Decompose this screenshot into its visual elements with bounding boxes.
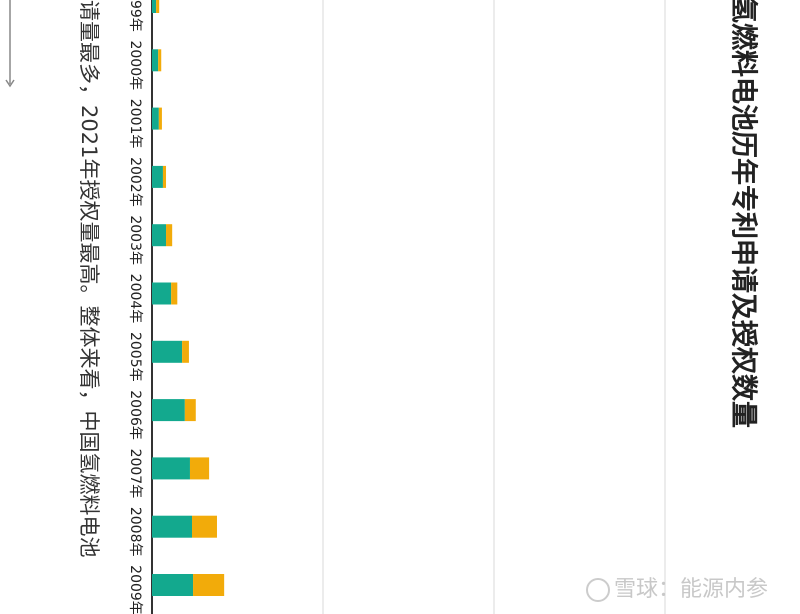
category-label: 2004年	[127, 274, 143, 324]
watermark-logo	[586, 578, 610, 602]
category-label: 2005年	[127, 332, 143, 382]
bar-segment	[152, 224, 167, 247]
category-label: 2009年	[127, 565, 143, 614]
bar-segment	[162, 165, 167, 188]
category-label: 2000年	[127, 40, 143, 90]
bar-segment	[152, 457, 190, 480]
category-label: 2007年	[127, 449, 143, 499]
bar-segment	[166, 224, 173, 247]
watermark-text: 雪球：能源内参	[614, 577, 768, 602]
chart-title: 氢燃料电池历年专利申请及授权数量	[728, 0, 760, 428]
bar-segment	[152, 165, 163, 188]
category-label: 1999年	[127, 0, 143, 32]
bar-segment	[152, 399, 185, 422]
category-label: 2006年	[127, 390, 143, 440]
bar-segment	[152, 515, 193, 538]
bar-segment	[193, 574, 225, 596]
scroll-arrow	[5, 79, 15, 88]
bar-segment	[189, 457, 210, 480]
bar-segment	[158, 107, 162, 130]
bar-segment	[184, 399, 196, 422]
bar-segment	[152, 49, 159, 72]
bar-segment	[171, 282, 178, 305]
bar-segment	[192, 515, 217, 538]
watermark: 雪球：能源内参	[586, 577, 768, 602]
category-label: 2008年	[127, 507, 143, 557]
bar-segment	[156, 0, 160, 13]
bar-segment	[152, 574, 194, 596]
category-label: 2001年	[127, 99, 143, 149]
bar-segment	[152, 107, 159, 130]
bar-segment	[152, 0, 157, 13]
category-label: 2002年	[127, 157, 143, 207]
bar-segment	[158, 49, 162, 72]
bar-segment	[152, 340, 183, 363]
category-label: 2003年	[127, 215, 143, 265]
paragraph: 请量最多，2021年授权量最高。整体来看，中国氢燃料电池	[77, 0, 101, 557]
bar-segment	[152, 282, 172, 305]
bar-segment	[182, 340, 189, 363]
